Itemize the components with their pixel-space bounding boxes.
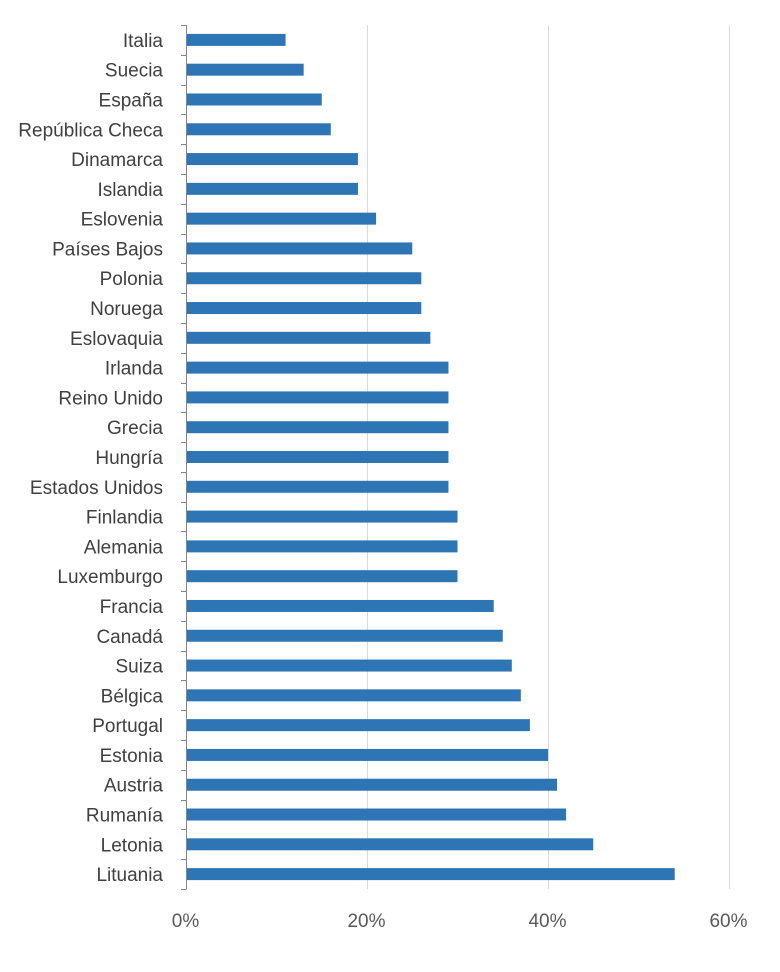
bar-portugal [187,719,530,732]
category-label: Suecia [105,61,164,82]
category-label: Eslovaquia [70,329,163,350]
category-label: Eslovenia [81,210,164,231]
bar-eslovenia [187,212,377,225]
category-label: Austria [104,776,164,797]
category-label: Canadá [96,627,163,648]
category-label: Irlanda [105,359,164,380]
bar-eslovaquia [187,331,431,344]
bar-austria [187,778,558,791]
bar-suiza [187,659,512,672]
bar-suecia [187,63,304,76]
category-label: República Checa [18,120,163,141]
category-label: Países Bajos [52,239,163,260]
bar-luxemburgo [187,570,458,583]
bar-italia [187,33,286,46]
bar-república-checa [187,123,331,136]
x-tick-label: 0% [172,911,200,932]
bar-alemania [187,540,458,553]
bar-lituania [187,868,675,881]
bar-países-bajos [187,242,413,255]
category-label: Dinamarca [71,150,163,171]
bar-canadá [187,629,503,642]
bar-dinamarca [187,153,358,166]
category-label: España [99,90,164,111]
bar-irlanda [187,361,449,374]
category-label: Lituania [96,865,163,886]
bar-reino-unido [187,391,449,404]
bar-bélgica [187,689,521,702]
category-axis [181,25,187,890]
category-label: Polonia [100,269,164,290]
category-label: Islandia [98,180,164,201]
category-label: Suiza [115,657,163,678]
category-label: Reino Unido [58,388,163,409]
bar-francia [187,599,494,612]
bar-estonia [187,748,548,761]
bar-rumanía [187,808,567,821]
bar-islandia [187,182,358,195]
bar-finlandia [187,510,458,523]
value-axis-tick-labels: 0% 20% 40% 60% [172,911,748,932]
bars [187,33,675,881]
category-label: Noruega [90,299,163,320]
category-label: Hungría [95,448,163,469]
category-label: Estonia [100,746,164,767]
category-label: Francia [100,597,164,618]
bar-hungría [187,451,449,463]
x-tick-label: 60% [709,911,747,932]
x-tick-label: 20% [347,911,385,932]
category-label: Luxemburgo [57,567,163,588]
category-label: Letonia [101,835,164,856]
bar-letonia [187,838,594,851]
bar-grecia [187,421,449,434]
category-label: Bélgica [101,686,164,707]
category-label: Portugal [92,716,163,737]
bar-españa [187,93,322,106]
category-labels: Italia Suecia España República Checa Dinamar… [18,31,163,886]
x-tick-label: 40% [528,911,566,932]
category-label: Rumanía [86,806,164,827]
category-label: Italia [123,31,164,52]
bar-estados-unidos [187,480,449,493]
bar-polonia [187,272,422,285]
category-label: Alemania [84,537,164,558]
bar-noruega [187,302,422,315]
category-label: Estados Unidos [30,478,163,499]
category-label: Finlandia [86,508,164,529]
category-label: Grecia [107,418,163,439]
